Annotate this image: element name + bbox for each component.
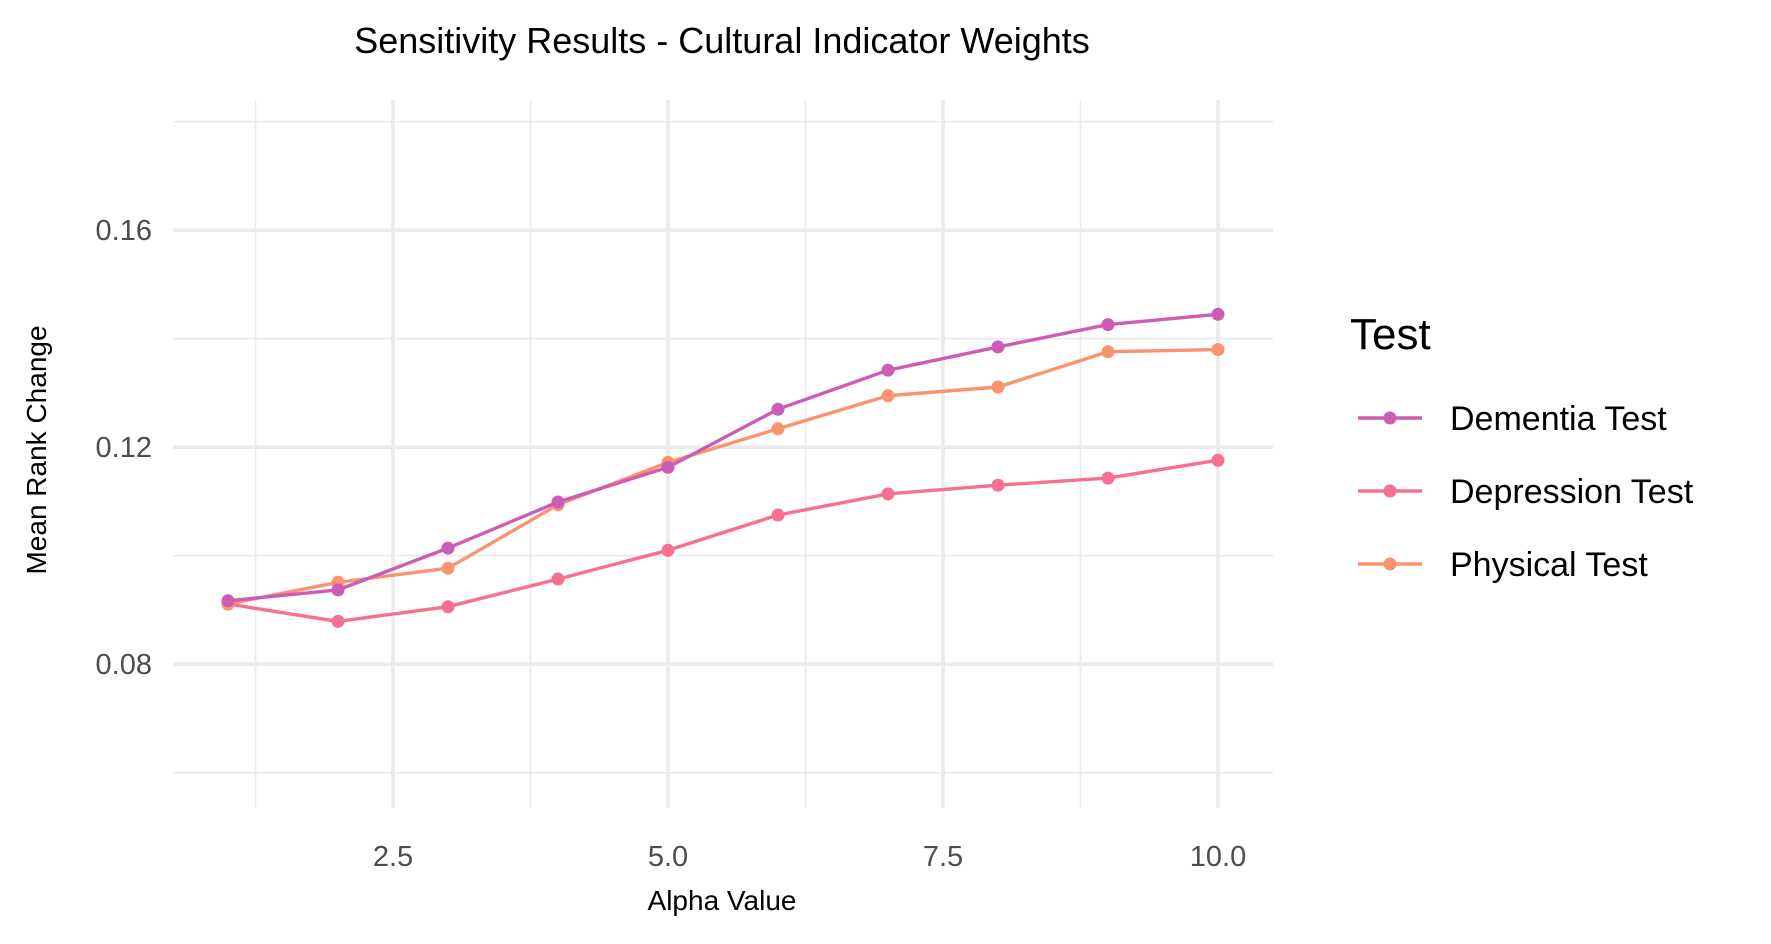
data-point-dementia-test xyxy=(1101,318,1115,332)
y-tick-label: 0.12 xyxy=(96,432,152,464)
data-point-depression-test xyxy=(771,508,785,522)
y-tick-label: 0.16 xyxy=(96,215,152,247)
legend-item-physical-test: Physical Test xyxy=(1358,546,1648,584)
legend-key-point xyxy=(1383,484,1397,498)
x-axis-title: Alpha Value xyxy=(648,885,797,916)
data-point-dementia-test xyxy=(551,495,565,509)
data-point-physical-test xyxy=(771,422,785,436)
data-point-physical-test xyxy=(1101,345,1115,359)
data-point-depression-test xyxy=(881,487,895,501)
data-point-depression-test xyxy=(331,614,345,628)
data-point-dementia-test xyxy=(661,460,675,474)
series-line-dementia-test xyxy=(227,312,1219,603)
data-point-dementia-test xyxy=(441,541,455,555)
series-group xyxy=(221,307,1225,628)
x-tick-label: 2.5 xyxy=(373,841,413,873)
y-axis-title: Mean Rank Change xyxy=(21,325,52,574)
legend-items: Dementia Test Depression Test Physical Tes… xyxy=(1358,400,1694,584)
data-point-depression-test xyxy=(551,572,565,586)
series-physical-test xyxy=(221,343,1225,611)
legend-label: Physical Test xyxy=(1450,546,1648,584)
series-line-physical-test xyxy=(227,347,1219,606)
series-line-depression-test xyxy=(227,458,1219,624)
data-point-physical-test xyxy=(881,389,895,403)
data-point-dementia-test xyxy=(1211,307,1225,321)
data-point-dementia-test xyxy=(991,340,1005,354)
x-tick-label: 7.5 xyxy=(923,841,963,873)
x-tick-label: 5.0 xyxy=(648,841,688,873)
legend-key-point xyxy=(1383,557,1397,571)
data-point-physical-test xyxy=(441,561,455,575)
y-axis-ticks: 0.08 0.12 0.16 xyxy=(96,215,152,681)
x-axis-ticks: 2.5 5.0 7.5 10.0 xyxy=(373,841,1246,873)
legend-item-depression-test: Depression Test xyxy=(1358,473,1694,511)
x-tick-label: 10.0 xyxy=(1190,841,1246,873)
legend-label: Dementia Test xyxy=(1450,400,1667,438)
data-point-depression-test xyxy=(991,478,1005,492)
data-point-depression-test xyxy=(441,600,455,614)
data-point-dementia-test xyxy=(881,363,895,377)
y-tick-label: 0.08 xyxy=(96,649,152,681)
gridlines xyxy=(173,100,1273,808)
series-depression-test xyxy=(221,453,1225,628)
data-point-dementia-test xyxy=(771,402,785,416)
legend-key-point xyxy=(1383,411,1397,425)
legend-title: Test xyxy=(1350,310,1431,359)
legend-label: Depression Test xyxy=(1450,473,1694,511)
data-point-depression-test xyxy=(1211,453,1225,467)
data-point-depression-test xyxy=(661,543,675,557)
legend-item-dementia-test: Dementia Test xyxy=(1358,400,1667,438)
legend: Test Dementia Test Depression Test Physica… xyxy=(1350,310,1694,584)
data-point-physical-test xyxy=(1211,343,1225,357)
data-point-dementia-test xyxy=(331,583,345,597)
data-point-dementia-test xyxy=(221,594,235,608)
data-point-depression-test xyxy=(1101,471,1115,485)
chart-title: Sensitivity Results - Cultural Indicator… xyxy=(354,20,1090,61)
data-point-physical-test xyxy=(991,380,1005,394)
series-dementia-test xyxy=(221,307,1225,608)
